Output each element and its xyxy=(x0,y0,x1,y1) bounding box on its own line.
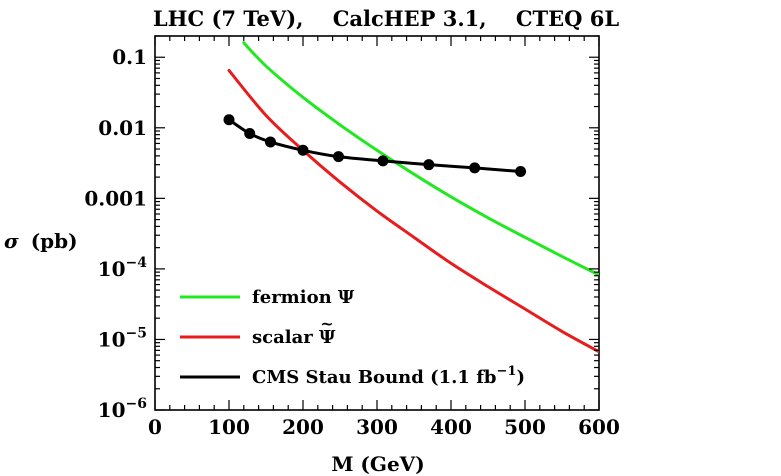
x-tick-label: 200 xyxy=(282,415,324,439)
legend-label-scalar-symbol: Ψ xyxy=(319,327,336,348)
y-tick-label: 10−4 xyxy=(98,255,148,281)
chart-title: LHC (7 TeV), CalcHEP 3.1, CTEQ 6L xyxy=(153,6,620,31)
legend-label-cms-close: ) xyxy=(516,367,525,388)
legend-label-scalar: scalar Ψ xyxy=(252,327,336,348)
x-tick-label: 0 xyxy=(148,415,162,439)
data-point-2-0 xyxy=(223,114,235,126)
legend-label-cms-text: CMS Stau Bound (1.1 fb xyxy=(252,367,497,388)
y-tick-label: 10−5 xyxy=(98,325,147,351)
y-tick-label: 0.1 xyxy=(112,45,147,69)
data-point-2-8 xyxy=(515,166,527,178)
x-axis-label: M (GeV) xyxy=(331,452,424,476)
x-tick-label: 500 xyxy=(504,415,546,439)
legend-label-scalar-tilde: ~ xyxy=(320,314,333,333)
y-tick-label: 0.001 xyxy=(84,186,147,210)
x-tick-label: 400 xyxy=(430,415,472,439)
y-axis-label-symbol: σ xyxy=(4,229,19,253)
series-line-0 xyxy=(242,41,599,277)
x-tick-label: 300 xyxy=(356,415,398,439)
plot-frame xyxy=(154,35,600,411)
series-markers xyxy=(223,114,527,178)
data-point-2-3 xyxy=(297,144,309,156)
x-tick-label: 100 xyxy=(208,415,250,439)
data-point-2-7 xyxy=(469,162,481,174)
legend-label-scalar-text: scalar xyxy=(252,327,319,348)
data-point-2-5 xyxy=(377,155,389,167)
legend-label-cms: CMS Stau Bound (1.1 fb−1) xyxy=(252,364,525,388)
data-point-2-6 xyxy=(423,159,435,171)
legend-label-cms-exp: −1 xyxy=(497,364,517,379)
y-tick-label: 10−6 xyxy=(98,396,147,422)
legend-label-fermion: fermion Ψ xyxy=(252,287,355,308)
y-tick-label: 0.01 xyxy=(98,116,147,140)
data-point-2-2 xyxy=(264,136,276,148)
x-tick-label: 600 xyxy=(578,415,620,439)
y-axis-label: σ (pb) xyxy=(4,229,78,253)
y-axis: 0.1 0.01 0.001 10−4 10−5 10−6 xyxy=(84,35,599,422)
data-point-2-1 xyxy=(244,127,256,139)
x-axis: 0 100 200 300 400 500 600 xyxy=(148,36,620,439)
y-axis-label-unit: (pb) xyxy=(31,229,78,253)
legend: fermion Ψ scalar Ψ ~ CMS Stau Bound (1.1… xyxy=(180,287,525,388)
data-point-2-4 xyxy=(333,151,345,163)
series-line-1 xyxy=(227,68,599,354)
